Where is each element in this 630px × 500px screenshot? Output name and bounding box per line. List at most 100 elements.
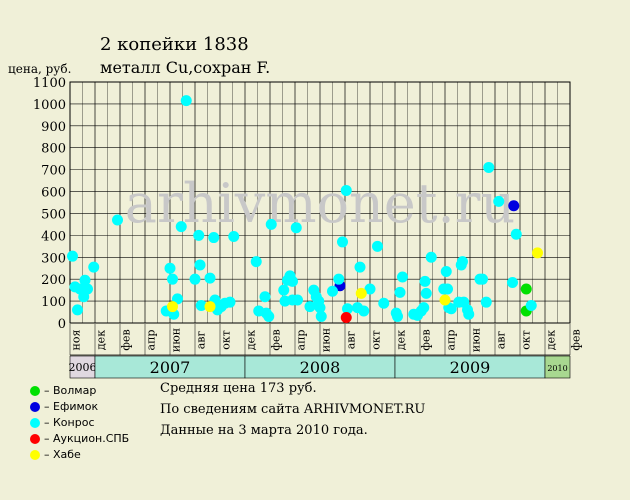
month-tick-label: апр bbox=[444, 330, 457, 351]
data-point bbox=[333, 273, 345, 285]
legend-dot-konros bbox=[30, 418, 40, 428]
year-label: 2007 bbox=[150, 358, 191, 377]
legend-dot-auction-spb bbox=[30, 434, 40, 444]
month-tick-label: апр bbox=[144, 330, 157, 351]
y-tick-label: 200 bbox=[41, 273, 66, 288]
data-point bbox=[392, 310, 403, 322]
data-point bbox=[259, 291, 271, 303]
data-point bbox=[175, 221, 187, 233]
average-price: Средняя цена 173 руб. bbox=[160, 381, 317, 396]
legend-item-konros: – Конрос bbox=[30, 415, 129, 431]
month-tick-label: июн bbox=[319, 328, 332, 352]
month-tick-label: окт bbox=[219, 330, 232, 350]
data-point bbox=[167, 273, 178, 285]
month-tick-label: фев bbox=[419, 329, 432, 350]
data-point bbox=[483, 161, 495, 173]
legend-dot-khabe bbox=[30, 450, 40, 460]
legend-dot-efimok bbox=[30, 402, 40, 412]
data-point bbox=[327, 285, 338, 297]
y-tick-label: 900 bbox=[41, 120, 66, 135]
data-point bbox=[228, 230, 240, 242]
data-point bbox=[204, 272, 216, 284]
legend-item-auction-spb: – Аукцион.СПБ bbox=[30, 431, 129, 447]
legend-label: Волмар bbox=[53, 384, 97, 397]
y-tick-label: 1100 bbox=[33, 76, 66, 91]
month-tick-label: ноя bbox=[69, 329, 82, 350]
data-point bbox=[164, 262, 176, 274]
month-tick-label: дек bbox=[244, 330, 257, 350]
y-tick-label: 300 bbox=[41, 251, 66, 266]
data-point bbox=[507, 276, 518, 288]
month-tick-label: дек bbox=[544, 330, 557, 350]
month-tick-label: фев bbox=[569, 329, 582, 350]
data-point bbox=[195, 299, 207, 311]
data-point bbox=[342, 303, 353, 315]
data-point bbox=[510, 228, 522, 240]
data-point bbox=[314, 302, 326, 314]
data-point bbox=[224, 296, 236, 308]
data-point bbox=[79, 274, 91, 286]
legend-dot-volmar bbox=[30, 386, 40, 396]
month-tick-label: апр bbox=[294, 330, 307, 351]
data-points bbox=[67, 95, 543, 324]
year-label: 2006 bbox=[69, 361, 97, 374]
data-point bbox=[82, 283, 93, 295]
legend-label: Хабе bbox=[53, 448, 81, 461]
data-point bbox=[340, 184, 352, 196]
data-point bbox=[440, 266, 452, 278]
legend-label: Конрос bbox=[53, 416, 95, 429]
data-point bbox=[265, 218, 277, 230]
chart-title: 2 копейки 1838 bbox=[100, 34, 249, 55]
data-point bbox=[463, 308, 475, 320]
data-point bbox=[477, 273, 488, 285]
month-tick-label: июн bbox=[469, 328, 482, 352]
data-point bbox=[457, 256, 468, 268]
data-point bbox=[420, 287, 432, 299]
month-tick-label: дек bbox=[394, 330, 407, 350]
y-tick-label: 1000 bbox=[33, 98, 66, 113]
month-tick-label: авг bbox=[494, 331, 507, 350]
data-point bbox=[439, 294, 451, 306]
data-point bbox=[419, 275, 431, 287]
data-point bbox=[88, 261, 100, 273]
month-tick-label: окт bbox=[369, 330, 382, 350]
year-label: 2009 bbox=[450, 358, 491, 377]
data-point bbox=[525, 299, 537, 311]
y-tick-label: 700 bbox=[41, 164, 66, 179]
data-point bbox=[72, 304, 83, 316]
data-point bbox=[167, 301, 178, 313]
month-tick-label: июн bbox=[169, 328, 182, 352]
y-axis-label: цена, руб. bbox=[8, 62, 71, 76]
date-note: Данные на 3 марта 2010 года. bbox=[160, 423, 368, 438]
data-point bbox=[394, 286, 406, 298]
watermark: arhivmonet.ru bbox=[125, 172, 515, 235]
data-point bbox=[193, 229, 205, 241]
source-note: По сведениям сайта ARHIVMONET.RU bbox=[160, 402, 426, 417]
data-point bbox=[378, 297, 390, 309]
y-tick-label: 600 bbox=[41, 186, 66, 201]
data-point bbox=[278, 284, 290, 296]
legend-item-volmar: – Волмар bbox=[30, 383, 129, 399]
data-point bbox=[337, 236, 348, 248]
month-tick-label: фев bbox=[269, 329, 282, 350]
data-point bbox=[445, 303, 457, 315]
legend-label: Ефимок bbox=[53, 400, 99, 413]
data-point bbox=[532, 247, 543, 259]
data-point bbox=[67, 250, 78, 262]
month-tick-label: авг bbox=[194, 331, 207, 350]
y-tick-label: 800 bbox=[41, 142, 66, 157]
data-point bbox=[372, 240, 383, 252]
data-point bbox=[204, 301, 216, 313]
data-point bbox=[290, 222, 302, 234]
data-point bbox=[287, 275, 298, 287]
year-band bbox=[544, 355, 571, 379]
data-point bbox=[208, 232, 220, 244]
legend-item-khabe: – Хабе bbox=[30, 447, 129, 463]
month-tick-label: дек bbox=[94, 330, 107, 350]
data-point bbox=[358, 305, 370, 317]
month-tick-label: фев bbox=[119, 329, 132, 350]
legend-label: Аукцион.СПБ bbox=[53, 432, 130, 445]
y-tick-label: 0 bbox=[58, 317, 66, 332]
